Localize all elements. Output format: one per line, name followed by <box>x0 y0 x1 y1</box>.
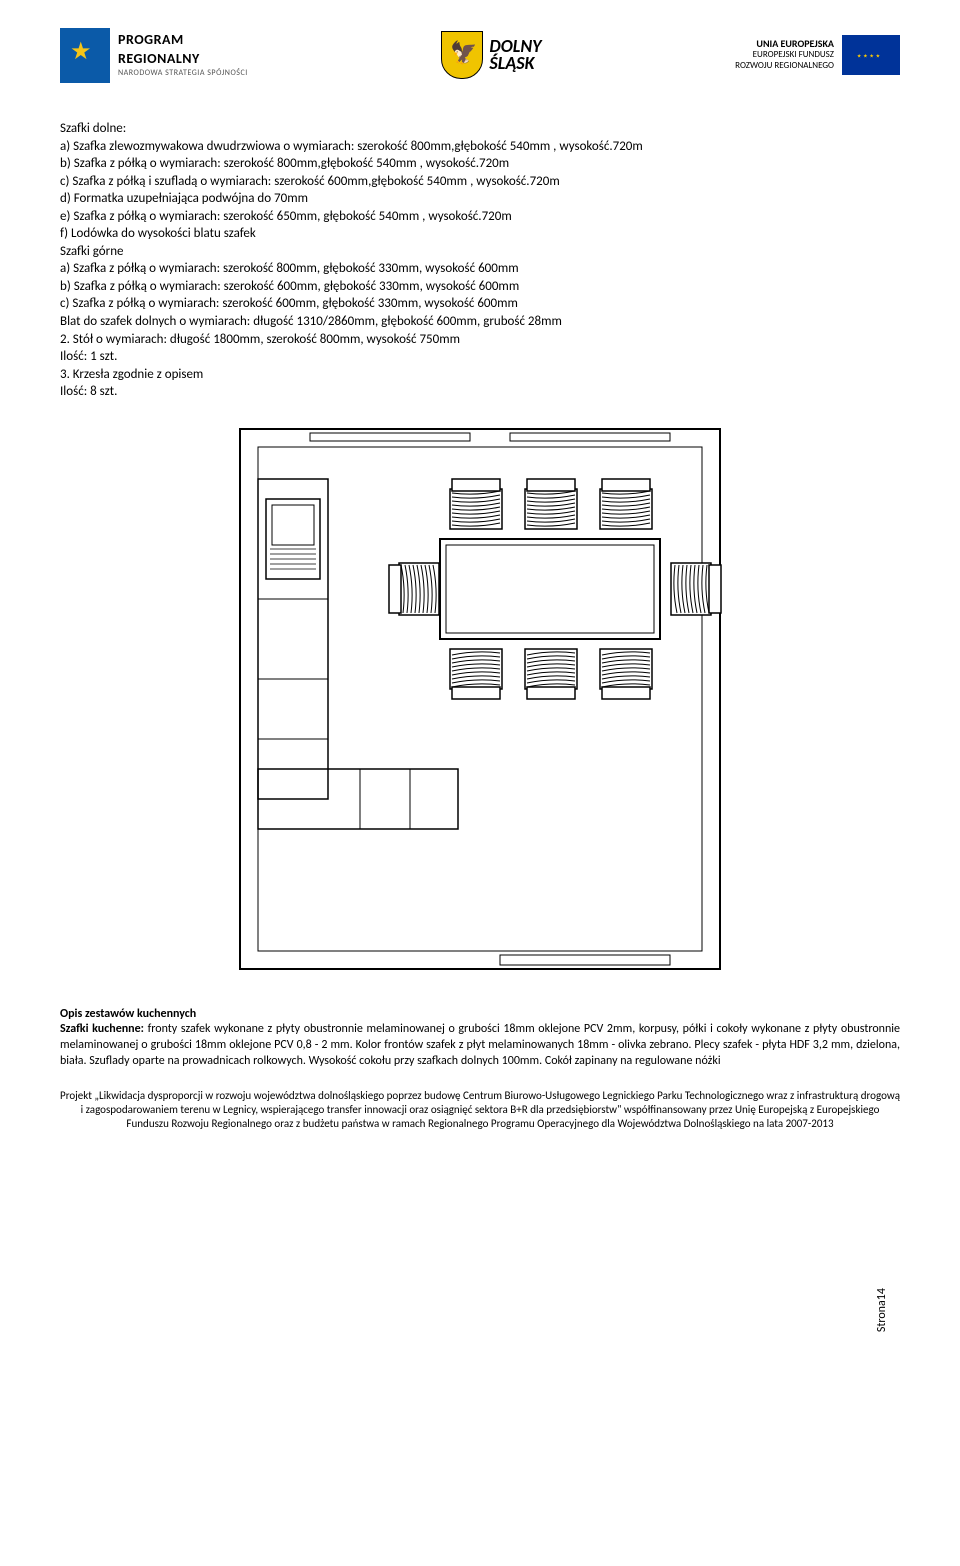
footer-text: Projekt „Likwidacja dysproporcji w rozwo… <box>60 1089 900 1130</box>
p3-q: Ilość: 8 szt. <box>60 383 900 401</box>
s2-c: c) Szafka z półką o wymiarach: szerokość… <box>60 295 900 313</box>
s1-a: a) Szafka zlewozmywakowa dwudrzwiowa o w… <box>60 138 900 156</box>
caption-text: fronty szafek wykonane z płyty obustronn… <box>60 1022 900 1067</box>
logo-right-line3: ROZWOJU REGIONALNEGO <box>735 61 834 72</box>
logo-program-regionalny: PROGRAM REGIONALNY NARODOWA STRATEGIA SP… <box>60 28 248 83</box>
star-icon <box>60 28 110 83</box>
section2-title: Szafki górne <box>60 243 900 261</box>
s1-e: e) Szafka z półką o wymiarach: szerokość… <box>60 208 900 226</box>
page-number: Strona14 <box>874 1288 890 1332</box>
s2-b: b) Szafka z półką o wymiarach: szerokość… <box>60 278 900 296</box>
logo-eu: UNIA EUROPEJSKA EUROPEJSKI FUNDUSZ ROZWO… <box>735 35 900 75</box>
p2-q: Ilość: 1 szt. <box>60 348 900 366</box>
section1-title: Szafki dolne: <box>60 120 900 138</box>
spec-text: Szafki dolne: a) Szafka zlewozmywakowa d… <box>60 120 900 401</box>
header-logo-row: PROGRAM REGIONALNY NARODOWA STRATEGIA SP… <box>60 20 900 90</box>
caption-title: Opis zestawów kuchennych <box>60 1007 196 1021</box>
caption-lead: Szafki kuchenne: <box>60 1022 144 1036</box>
floorplan-diagram <box>60 419 900 979</box>
s2-a: a) Szafka z półką o wymiarach: szerokość… <box>60 260 900 278</box>
p2: 2. Stół o wymiarach: długość 1800mm, sze… <box>60 331 900 349</box>
p3: 3. Krzesła zgodnie z opisem <box>60 366 900 384</box>
caption-block: Opis zestawów kuchennych Szafki kuchenne… <box>60 1007 900 1069</box>
s1-d: d) Formatka uzupełniająca podwójna do 70… <box>60 190 900 208</box>
eu-flag-icon <box>842 35 900 75</box>
logo-left-line3: NARODOWA STRATEGIA SPÓJNOŚCI <box>118 68 248 79</box>
s1-c: c) Szafka z półką i szufladą o wymiarach… <box>60 173 900 191</box>
logo-dolny-slask: DOLNY ŚLĄSK <box>441 31 541 79</box>
logo-left-line2: REGIONALNY <box>118 50 248 69</box>
logo-left-line1: PROGRAM <box>118 31 248 50</box>
logo-center-line2: ŚLĄSK <box>489 55 541 72</box>
crest-icon <box>441 31 483 79</box>
s1-f: f) Lodówka do wysokości blatu szafek <box>60 225 900 243</box>
s1-b: b) Szafka z półką o wymiarach: szerokość… <box>60 155 900 173</box>
blat: Blat do szafek dolnych o wymiarach: dług… <box>60 313 900 331</box>
